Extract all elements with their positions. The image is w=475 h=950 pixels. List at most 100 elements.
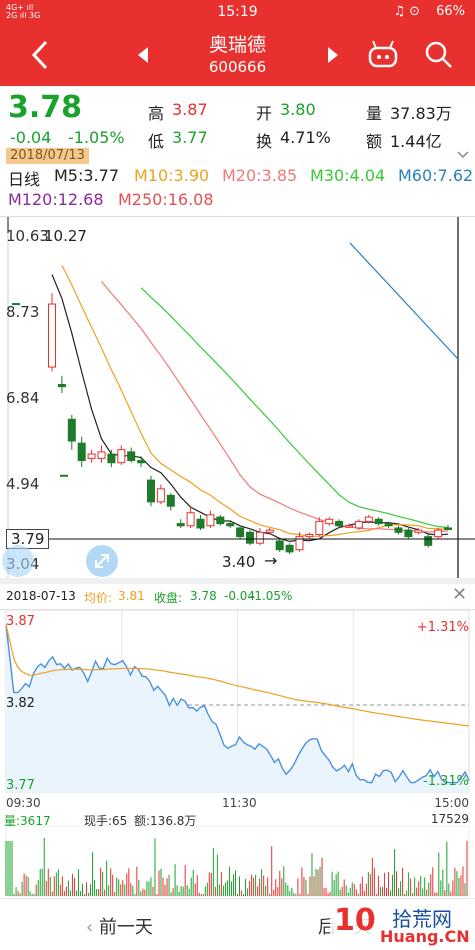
candle-body	[77, 442, 86, 462]
collapse-icon[interactable]	[2, 545, 34, 577]
ma-line-5	[51, 274, 449, 543]
lock-icon: ⊙	[409, 4, 420, 19]
close-change-pct: -1.05%	[250, 589, 293, 603]
intra-price-high: 3.87	[6, 614, 35, 629]
current-price: 3.78	[8, 90, 83, 125]
close-label: 收盘:	[154, 591, 183, 605]
candle-body	[394, 527, 403, 533]
y-label-2: 8.73	[6, 303, 40, 321]
chevron-down-icon[interactable]	[456, 150, 470, 160]
high-label: 高	[148, 104, 165, 123]
kline-candles	[12, 293, 452, 555]
min-arrow: →	[264, 551, 278, 570]
ma-legend-row-2: M120:12.68 M250:16.08	[0, 190, 475, 214]
chevron-left-icon[interactable]	[30, 40, 50, 70]
candle-body	[97, 451, 106, 459]
signal-bottom: 2G ıll 3G	[6, 11, 41, 20]
max-price-label: 10.27	[44, 227, 87, 245]
candle-body	[87, 453, 96, 459]
candle-body	[354, 520, 363, 529]
candle-body	[117, 449, 126, 464]
candle-body	[265, 529, 274, 533]
status-bar: 4G+ ıll 2G ıll 3G 15:19 ♫ ⊙ 66%	[0, 0, 475, 24]
intraday-lines	[5, 624, 470, 792]
chevron-left-small-icon: ‹	[86, 917, 99, 938]
robot-icon[interactable]	[366, 38, 400, 70]
candle-body	[226, 523, 235, 527]
prev-stock-icon[interactable]	[136, 46, 150, 64]
candle-body	[315, 520, 324, 535]
turnover-label: 换	[256, 132, 273, 151]
intra-price-line	[5, 624, 470, 784]
candle-body	[176, 523, 185, 527]
prev-day-button[interactable]: ‹ 前一天	[86, 913, 153, 939]
volume-value: 37.83万	[390, 104, 452, 123]
candle-body	[424, 536, 433, 546]
intraday-chart[interactable]: 3.87 3.82 3.77 +1.31% -1.31% 09:30 11:30…	[0, 609, 475, 898]
app-bar: 奥瑞德 600666	[0, 24, 475, 86]
ma20-label: M20:3.85	[222, 166, 298, 185]
ma30-label: M30:4.04	[310, 166, 386, 185]
candle-body	[374, 518, 383, 525]
candle-body	[147, 479, 155, 503]
ma120-label: M120:12.68	[8, 190, 104, 209]
candle-body	[186, 512, 195, 527]
prev-day-label: 前一天	[98, 917, 153, 938]
expand-icon[interactable]	[86, 545, 118, 577]
search-icon[interactable]	[424, 40, 454, 70]
intra-price-area	[6, 624, 469, 792]
bottom-nav: ‹ 前一天 后一天 10 拾荒网 Huang.CN	[0, 898, 475, 950]
y-label-3: 6.84	[6, 389, 40, 407]
kline-chart[interactable]: 10.63 8.73 6.84 4.94 3.04 10.27 3.40 → 3…	[0, 216, 475, 579]
candle-body	[67, 418, 76, 442]
intraday-header: 2018-07-13 均价: 3.81 收盘: 3.78 -0.04 -1.05…	[0, 584, 475, 610]
time-end: 15:00	[434, 796, 469, 810]
stock-code: 600666	[208, 58, 267, 76]
intra-volume-border	[5, 825, 470, 897]
candle-body	[57, 383, 66, 388]
close-change: -0.04	[224, 589, 256, 603]
close-icon[interactable]: ✕	[452, 584, 468, 605]
candle-body	[236, 527, 245, 538]
intra-price-low: 3.77	[6, 778, 35, 793]
candle-body	[414, 529, 423, 533]
candle-body	[295, 536, 304, 551]
open-value: 3.80	[280, 100, 316, 119]
intra-pct-low: -1.31%	[423, 774, 469, 789]
candle-body	[206, 514, 215, 527]
intra-pct-high: +1.31%	[416, 620, 469, 635]
candle-body	[444, 527, 452, 530]
candle-body	[364, 516, 373, 522]
candle-body	[345, 525, 353, 528]
candle-body	[434, 529, 443, 538]
min-price-label: 3.40	[222, 553, 256, 571]
stock-name: 奥瑞德	[208, 34, 266, 56]
candle-body	[384, 523, 393, 527]
next-stock-icon[interactable]	[326, 46, 340, 64]
low-label: 低	[148, 132, 165, 151]
period-label[interactable]: 日线	[8, 170, 41, 189]
candle-body	[325, 518, 334, 525]
intra-volume-label: 量:3617	[4, 814, 51, 828]
ma-legend-row-1: 日线 M5:3.77 M10:3.90 M20:3.85 M30:4.04 M6…	[0, 166, 475, 190]
ma-line-60	[349, 242, 459, 360]
time-start: 09:30	[6, 796, 41, 810]
ma-line-10	[61, 265, 449, 538]
candle-body	[127, 451, 136, 462]
intra-avg-line	[5, 624, 470, 727]
candle-body	[305, 533, 314, 538]
ma250-label: M250:16.08	[118, 190, 214, 209]
clock: 15:19	[217, 4, 258, 20]
candle-body	[335, 520, 344, 527]
intraday-svg	[5, 609, 470, 897]
candle-body	[156, 488, 165, 503]
ma-line-20	[101, 281, 449, 533]
candle-body	[48, 303, 56, 368]
kline-grid	[7, 217, 459, 579]
candle-body	[285, 544, 294, 553]
intraday-volume-bars	[5, 837, 468, 896]
amount-value: 1.44亿	[390, 132, 442, 151]
volume-label: 量	[366, 104, 383, 123]
battery-level: 66%	[436, 4, 465, 19]
ma-line-30	[140, 287, 449, 529]
